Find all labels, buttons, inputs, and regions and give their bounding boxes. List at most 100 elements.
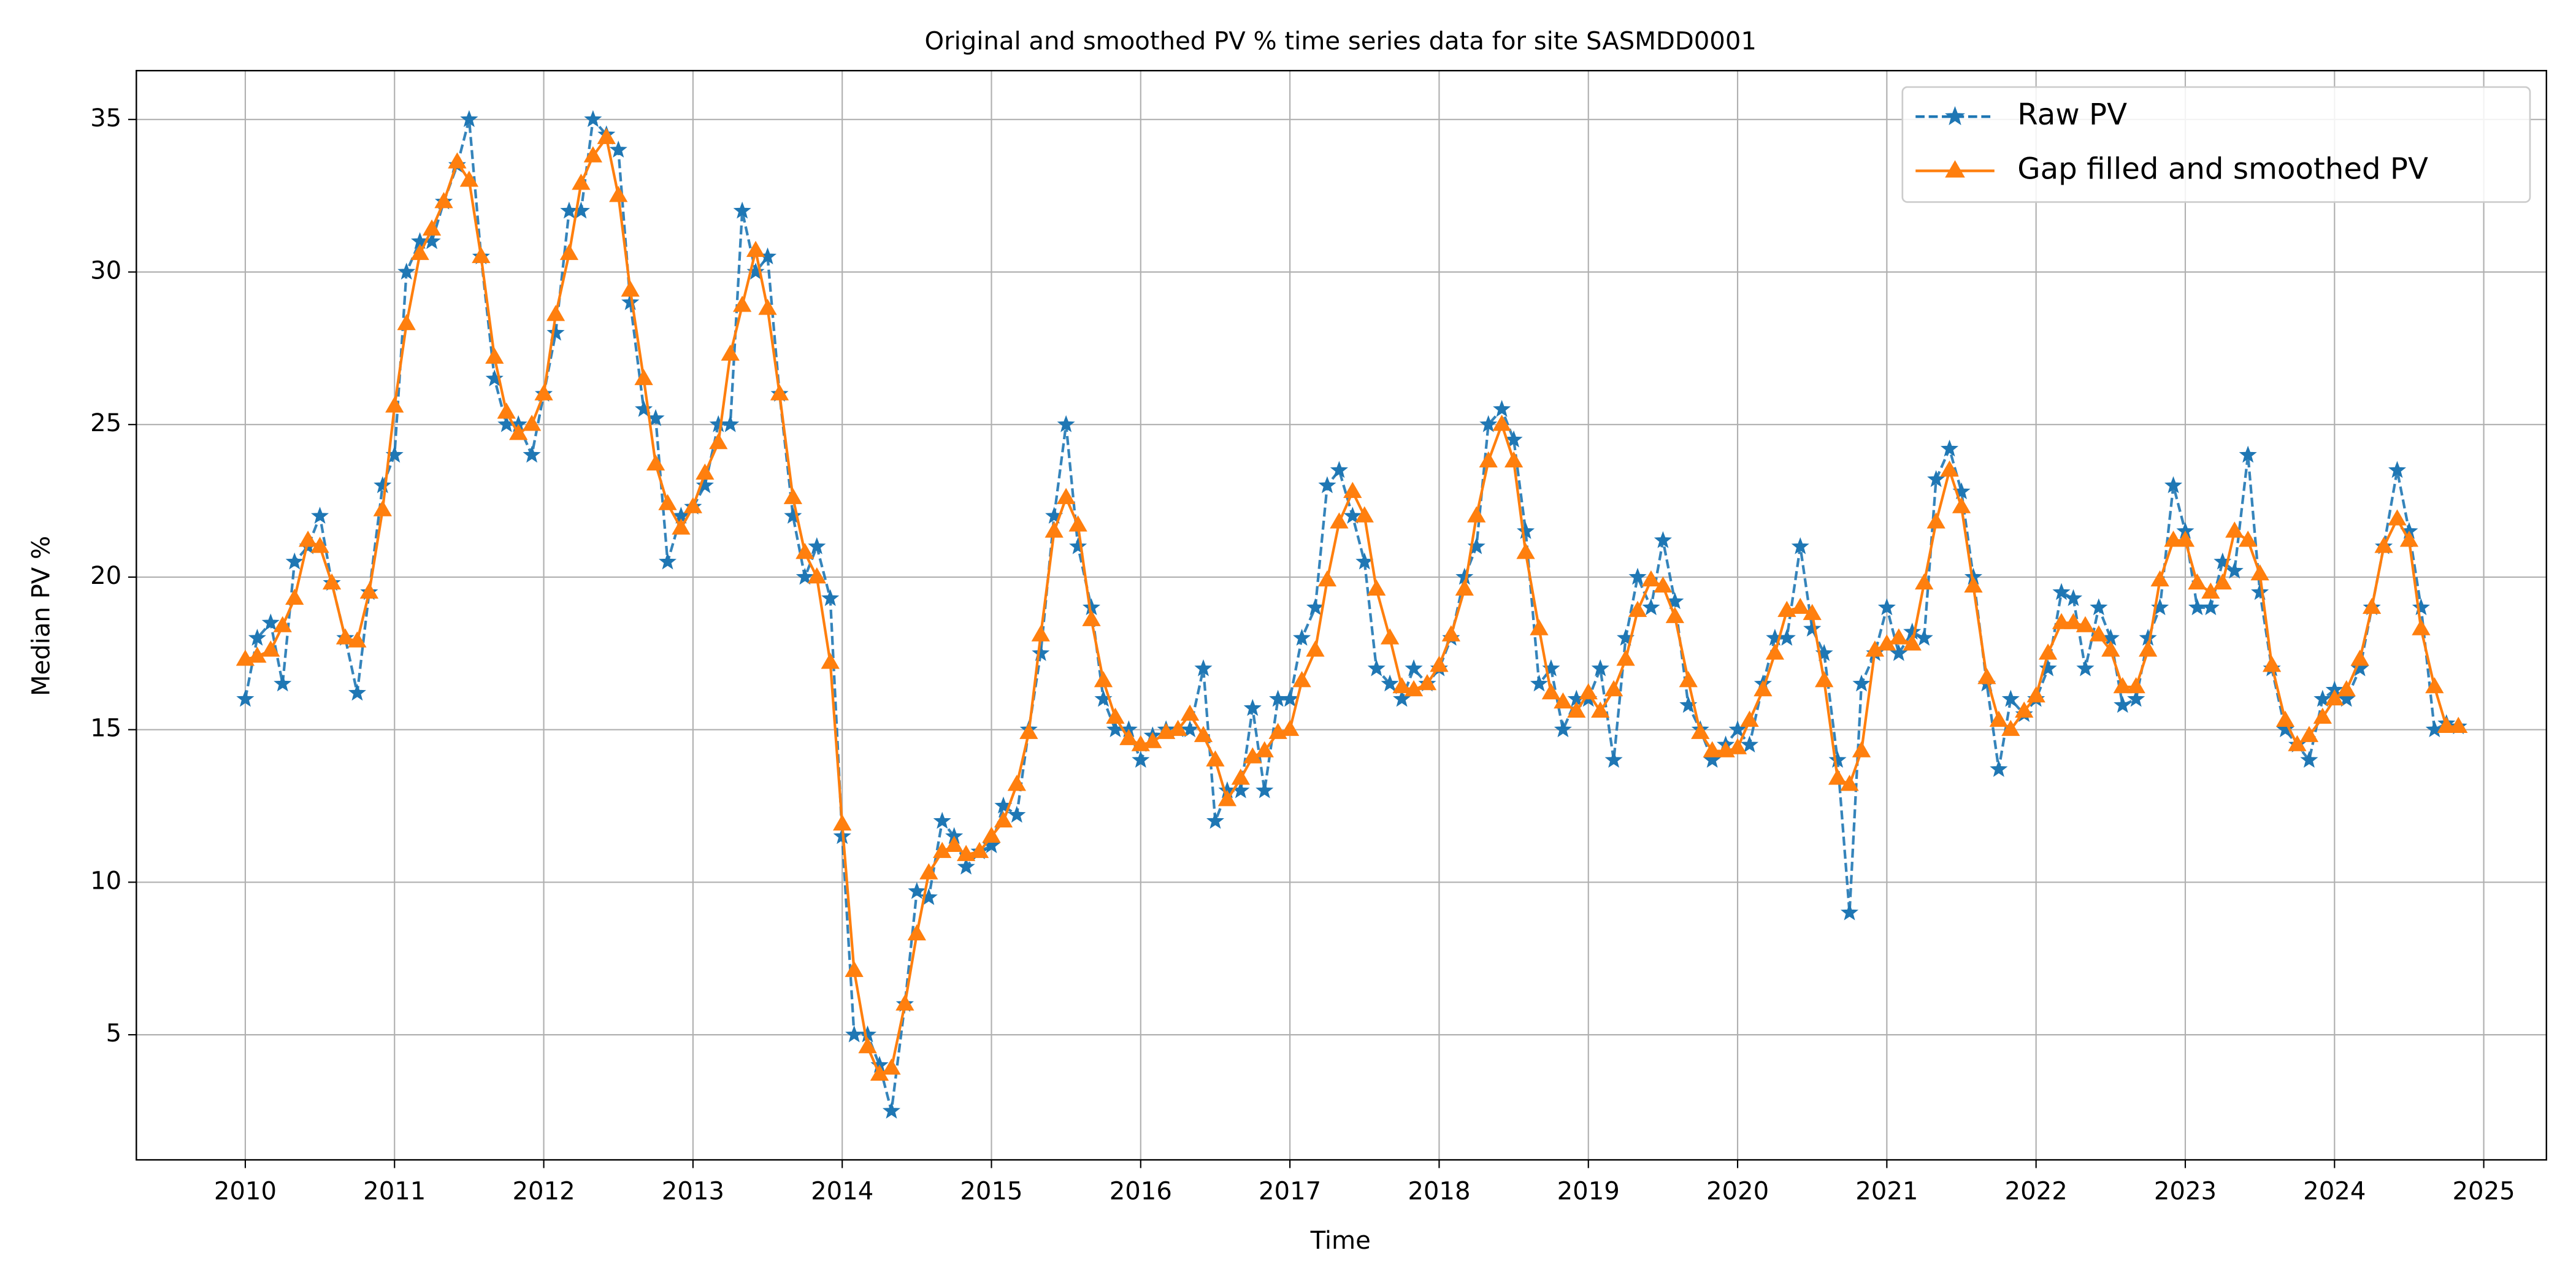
data-point <box>1317 570 1337 587</box>
data-point <box>1306 598 1325 616</box>
data-point <box>1990 760 2008 777</box>
data-point <box>1852 741 1871 757</box>
data-point <box>1019 723 1038 739</box>
data-point <box>2325 689 2344 706</box>
data-point <box>1455 579 1474 596</box>
data-point <box>1628 600 1647 617</box>
x-tick-label: 2014 <box>811 1178 873 1206</box>
data-point <box>1045 521 1064 538</box>
data-point <box>1404 680 1424 697</box>
data-point <box>584 110 602 128</box>
data-point <box>2089 625 2109 642</box>
data-point <box>2101 640 2120 657</box>
data-point <box>994 811 1013 828</box>
data-point <box>1255 741 1274 757</box>
data-point <box>957 857 975 875</box>
data-point <box>1430 656 1449 672</box>
data-point <box>2412 619 2431 635</box>
data-point <box>1952 497 1971 513</box>
data-point <box>609 186 628 202</box>
data-point <box>2239 531 2258 547</box>
data-point <box>583 146 603 163</box>
data-point <box>919 863 938 880</box>
data-point <box>807 567 826 584</box>
data-point <box>572 201 590 219</box>
data-point <box>261 640 280 657</box>
y-tick-label: 5 <box>106 1019 122 1048</box>
data-point <box>1791 597 1810 614</box>
data-point <box>422 219 442 236</box>
data-point <box>1530 619 1549 635</box>
data-point <box>2201 598 2220 616</box>
data-point <box>1616 650 1635 666</box>
data-point <box>2275 710 2295 727</box>
data-point <box>1094 671 1113 688</box>
data-point <box>1318 476 1336 494</box>
data-point <box>635 400 653 417</box>
data-point <box>1604 680 1623 697</box>
data-point <box>609 140 627 158</box>
x-tick-label: 2013 <box>662 1178 724 1206</box>
x-tick-label: 2023 <box>2154 1178 2217 1206</box>
data-point <box>373 500 392 516</box>
data-point <box>1926 512 1945 529</box>
data-point <box>397 263 416 280</box>
data-point <box>1106 707 1125 724</box>
y-tick-label: 20 <box>90 562 121 590</box>
data-point <box>2425 677 2444 694</box>
data-point <box>348 631 367 648</box>
data-point <box>1217 790 1237 807</box>
data-point <box>1056 488 1076 504</box>
y-tick-label: 15 <box>90 715 121 743</box>
data-point <box>434 192 453 209</box>
legend-marker <box>1945 105 1965 126</box>
data-point <box>348 683 366 701</box>
data-point <box>1803 604 1822 620</box>
data-point <box>2251 583 2269 600</box>
y-tick-label: 35 <box>90 104 121 132</box>
data-point <box>485 347 504 364</box>
data-point <box>1728 720 1747 738</box>
data-point <box>808 537 826 554</box>
data-point <box>1479 451 1498 468</box>
data-point <box>2299 726 2319 742</box>
data-point <box>1068 515 1087 532</box>
data-point <box>2164 476 2183 494</box>
data-point <box>322 573 342 590</box>
data-point <box>1119 729 1138 745</box>
data-point <box>919 887 938 905</box>
data-point <box>1579 683 1598 700</box>
data-point <box>1306 640 1325 657</box>
data-point <box>1008 805 1026 823</box>
data-point <box>2362 597 2382 614</box>
data-point <box>2388 461 2407 478</box>
data-point <box>1915 573 1934 590</box>
data-point <box>248 646 267 663</box>
data-point <box>534 384 553 401</box>
data-point <box>945 835 964 852</box>
data-point <box>335 628 355 645</box>
x-tick-label: 2021 <box>1855 1178 1918 1206</box>
data-point <box>1181 720 1199 738</box>
data-point <box>2225 521 2244 538</box>
legend-box <box>1901 86 2531 203</box>
data-point <box>1467 537 1485 554</box>
data-point <box>523 445 541 463</box>
data-point <box>1989 710 2008 727</box>
data-point <box>2188 573 2207 590</box>
data-point <box>485 369 504 386</box>
data-point <box>696 476 714 494</box>
data-point <box>1554 720 1572 738</box>
data-point <box>1492 415 1511 431</box>
data-point <box>683 497 703 513</box>
data-point <box>1180 704 1200 721</box>
data-point <box>634 369 653 385</box>
data-point <box>460 110 478 128</box>
data-point <box>845 960 864 977</box>
data-point <box>1815 671 1834 688</box>
data-point <box>758 299 777 315</box>
data-point <box>1330 461 1348 478</box>
data-point <box>2052 583 2071 600</box>
data-point <box>709 432 728 450</box>
